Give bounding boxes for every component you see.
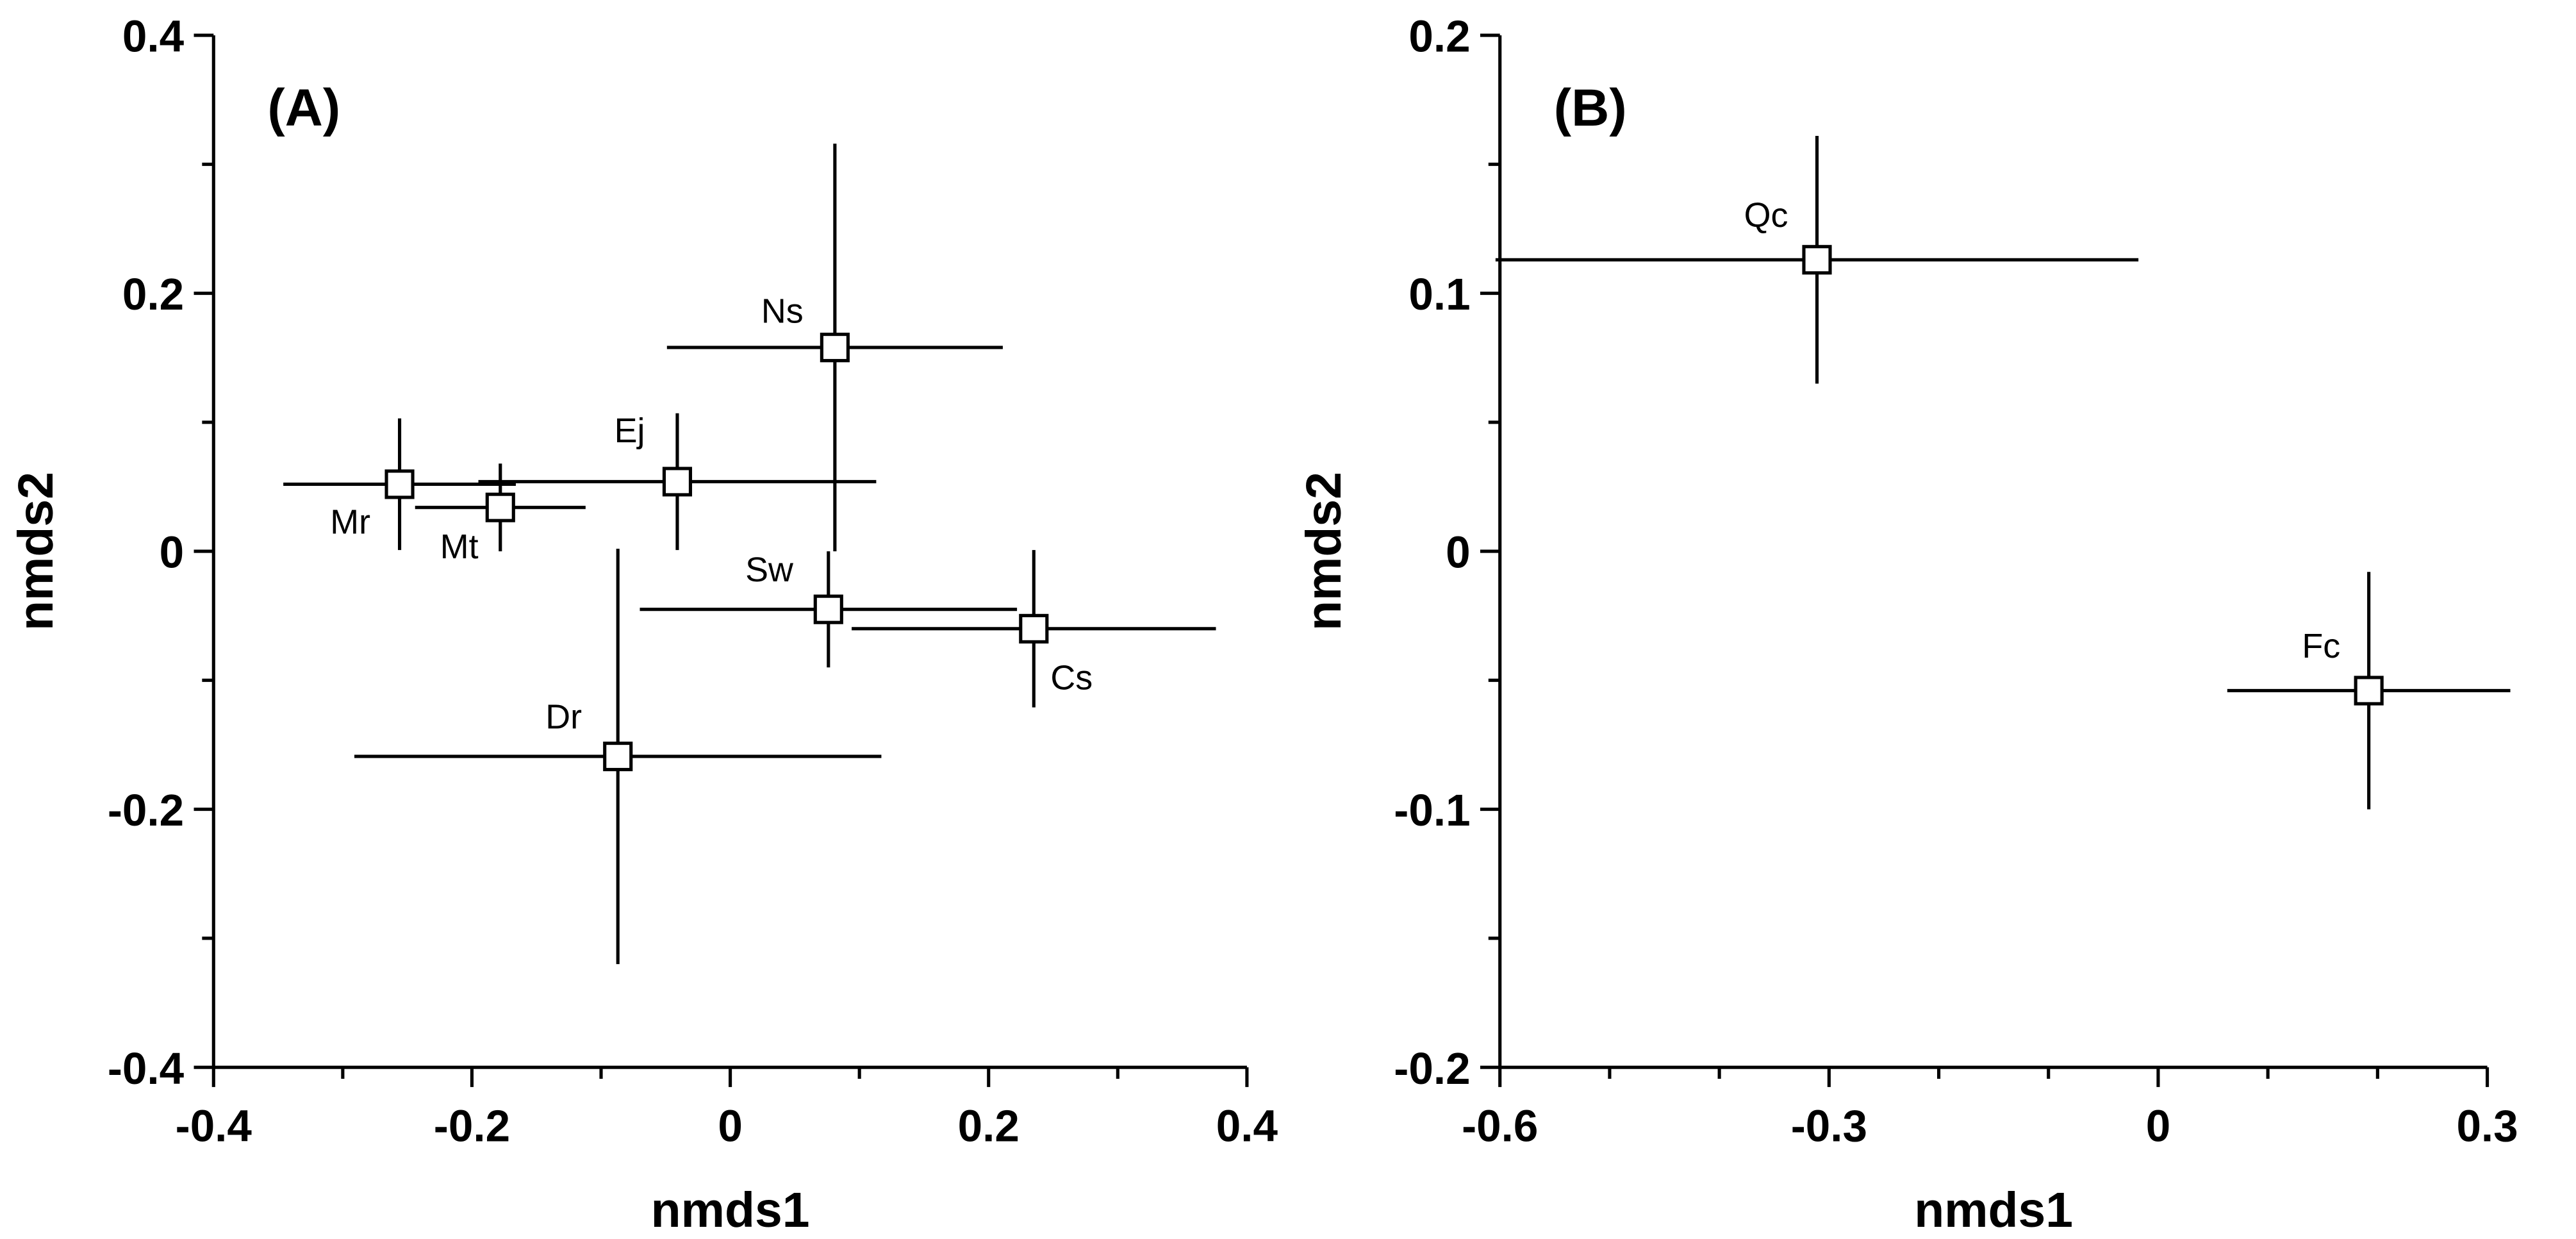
point-marker — [813, 594, 843, 624]
point-marker — [820, 333, 850, 363]
point-marker — [384, 469, 415, 499]
x-axis-label: nmds1 — [1914, 1183, 2073, 1238]
x-tick-label: -0.6 — [1462, 1101, 1538, 1151]
point-label: Ej — [615, 412, 645, 450]
point-marker — [485, 492, 515, 522]
point-label: Mr — [330, 503, 370, 541]
y-tick-label: -0.2 — [108, 785, 184, 835]
point-marker — [1019, 613, 1049, 644]
y-axis-label: nmds2 — [1296, 472, 1351, 631]
y-tick-label: 0.2 — [122, 269, 184, 319]
y-tick-label: 0 — [1446, 528, 1471, 578]
y-tick-label: -0.2 — [1394, 1044, 1470, 1093]
point-marker — [2354, 676, 2384, 706]
point-label: Dr — [545, 698, 582, 736]
y-tick-label: 0.2 — [1408, 12, 1470, 62]
x-tick-label: 0 — [2146, 1101, 2171, 1151]
x-tick-label: -0.4 — [176, 1101, 252, 1151]
point-label: Sw — [745, 551, 793, 589]
y-axis-label: nmds2 — [8, 472, 63, 631]
y-tick-label: 0 — [160, 528, 185, 578]
x-tick-label: 0.2 — [958, 1101, 1020, 1151]
x-tick-label: 0.4 — [1216, 1101, 1278, 1151]
x-tick-label: 0.3 — [2456, 1101, 2518, 1151]
point-label: Qc — [1744, 196, 1788, 235]
y-tick-label: 0.4 — [122, 12, 185, 62]
point-marker — [603, 742, 633, 772]
panel-title: (A) — [267, 79, 340, 137]
panel-title: (B) — [1554, 79, 1627, 137]
point-marker — [1802, 245, 1832, 275]
point-label: Cs — [1050, 659, 1093, 697]
y-tick-label: -0.1 — [1394, 785, 1470, 835]
y-tick-label: -0.4 — [108, 1044, 185, 1093]
x-axis-label: nmds1 — [651, 1183, 810, 1238]
x-tick-label: 0 — [718, 1101, 743, 1151]
y-tick-label: 0.1 — [1408, 269, 1470, 319]
point-label: Mt — [440, 528, 479, 566]
point-marker — [662, 467, 693, 497]
point-label: Ns — [761, 292, 804, 331]
x-tick-label: -0.3 — [1791, 1101, 1867, 1151]
x-tick-label: -0.2 — [434, 1101, 510, 1151]
point-label: Fc — [2302, 627, 2340, 665]
